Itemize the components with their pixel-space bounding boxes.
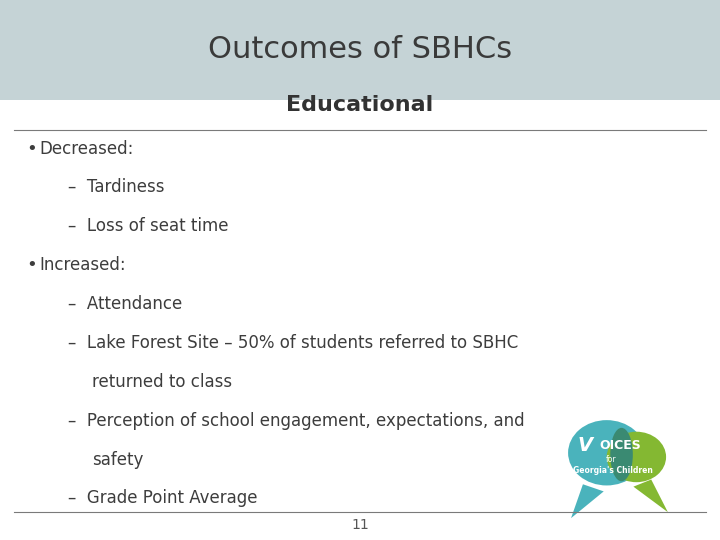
Text: –  Grade Point Average: – Grade Point Average <box>68 489 258 508</box>
Text: 11: 11 <box>351 518 369 532</box>
Text: –  Lake Forest Site – 50% of students referred to SBHC: – Lake Forest Site – 50% of students ref… <box>68 334 518 352</box>
Text: returned to class: returned to class <box>92 373 233 391</box>
Text: Georgia's Children: Georgia's Children <box>572 466 652 475</box>
Polygon shape <box>571 484 603 518</box>
Text: Outcomes of SBHCs: Outcomes of SBHCs <box>208 36 512 64</box>
Polygon shape <box>634 480 668 512</box>
Text: •: • <box>27 139 37 158</box>
Text: –  Perception of school engagement, expectations, and: – Perception of school engagement, expec… <box>68 411 525 430</box>
Text: –  Loss of seat time: – Loss of seat time <box>68 217 229 235</box>
Text: OICES: OICES <box>599 438 641 451</box>
Text: –  Attendance: – Attendance <box>68 295 183 313</box>
Text: –  Tardiness: – Tardiness <box>68 178 165 197</box>
Text: safety: safety <box>92 450 143 469</box>
Ellipse shape <box>611 428 633 481</box>
Text: V: V <box>577 436 593 455</box>
Text: Decreased:: Decreased: <box>40 139 134 158</box>
Text: Educational: Educational <box>287 95 433 116</box>
Ellipse shape <box>607 431 666 482</box>
Ellipse shape <box>568 420 645 485</box>
Text: for: for <box>606 455 616 464</box>
Text: Increased:: Increased: <box>40 256 126 274</box>
Text: •: • <box>27 256 37 274</box>
